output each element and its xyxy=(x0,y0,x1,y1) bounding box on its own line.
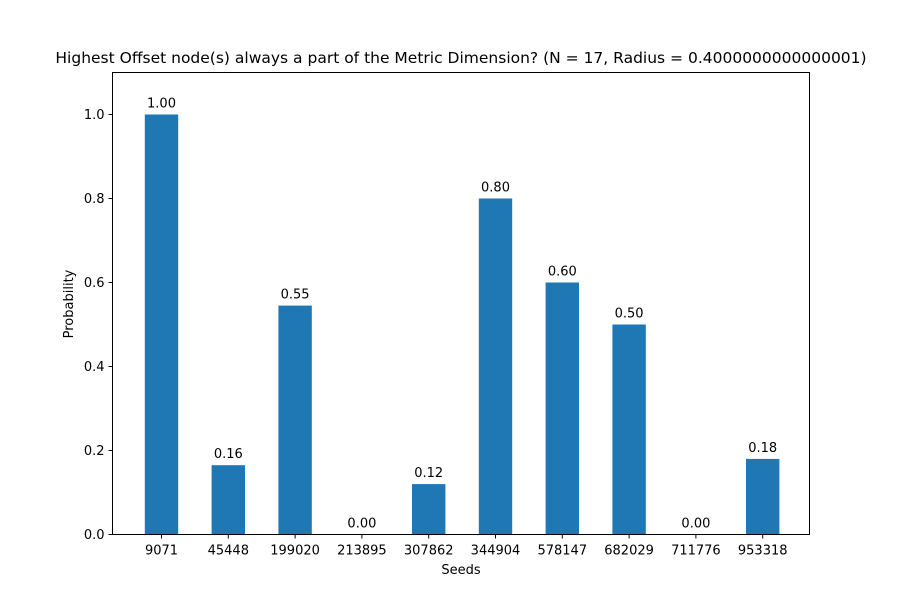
x-axis-ticks: 9071 45448 199020 213895 307862 344904 578147 6… xyxy=(145,534,788,559)
bar-labels-group: 1.00 0.16 0.55 0.00 0.12 0.80 0.60 0.50 0.00 0.18 xyxy=(147,97,777,532)
bar-value-label: 0.50 xyxy=(615,307,644,322)
x-tick-label: 9071 xyxy=(145,544,178,559)
bar-45448 xyxy=(211,465,245,535)
y-tick-label: 1.0 xyxy=(84,108,105,123)
x-tick-label: 711776 xyxy=(671,544,721,559)
bar-9071 xyxy=(144,114,179,535)
x-tick-label: 307862 xyxy=(404,544,454,559)
y-tick-label: 0.6 xyxy=(84,276,105,291)
bar-value-label: 0.16 xyxy=(214,447,243,462)
bar-value-label: 0.00 xyxy=(347,517,376,532)
bar-578147 xyxy=(545,282,579,535)
x-tick-label: 953318 xyxy=(738,544,788,559)
bar-value-label: 0.18 xyxy=(748,441,777,456)
bar-953318 xyxy=(746,458,780,535)
y-tick-label: 0.2 xyxy=(84,444,105,459)
bar-682029 xyxy=(612,324,646,535)
y-axis-label: Probability xyxy=(62,269,77,338)
x-tick-label: 45448 xyxy=(208,544,249,559)
x-tick-label: 578147 xyxy=(537,544,587,559)
bar-value-label: 0.60 xyxy=(548,265,577,280)
y-tick-label: 0.0 xyxy=(84,528,105,543)
y-tick-label: 0.4 xyxy=(84,360,105,375)
bar-value-label: 0.12 xyxy=(414,466,443,481)
bar-value-label: 0.80 xyxy=(481,181,510,196)
x-axis-label: Seeds xyxy=(441,563,481,578)
x-tick-label: 199020 xyxy=(270,544,320,559)
bar-344904 xyxy=(478,198,513,535)
x-tick-label: 213895 xyxy=(337,544,387,559)
y-axis-ticks: 0.0 0.2 0.4 0.6 0.8 1.0 xyxy=(84,108,113,543)
plot-frame xyxy=(112,72,810,535)
bar-307862 xyxy=(412,484,446,535)
bar-value-label: 1.00 xyxy=(147,97,176,112)
chart-title: Highest Offset node(s) always a part of … xyxy=(55,49,866,67)
x-tick-label: 344904 xyxy=(471,544,521,559)
y-tick-label: 0.8 xyxy=(84,192,105,207)
x-tick-label: 682029 xyxy=(604,544,654,559)
bar-value-label: 0.55 xyxy=(281,288,310,303)
bar-199020 xyxy=(278,305,312,535)
bar-value-label: 0.00 xyxy=(681,517,710,532)
bars-group xyxy=(144,114,780,535)
